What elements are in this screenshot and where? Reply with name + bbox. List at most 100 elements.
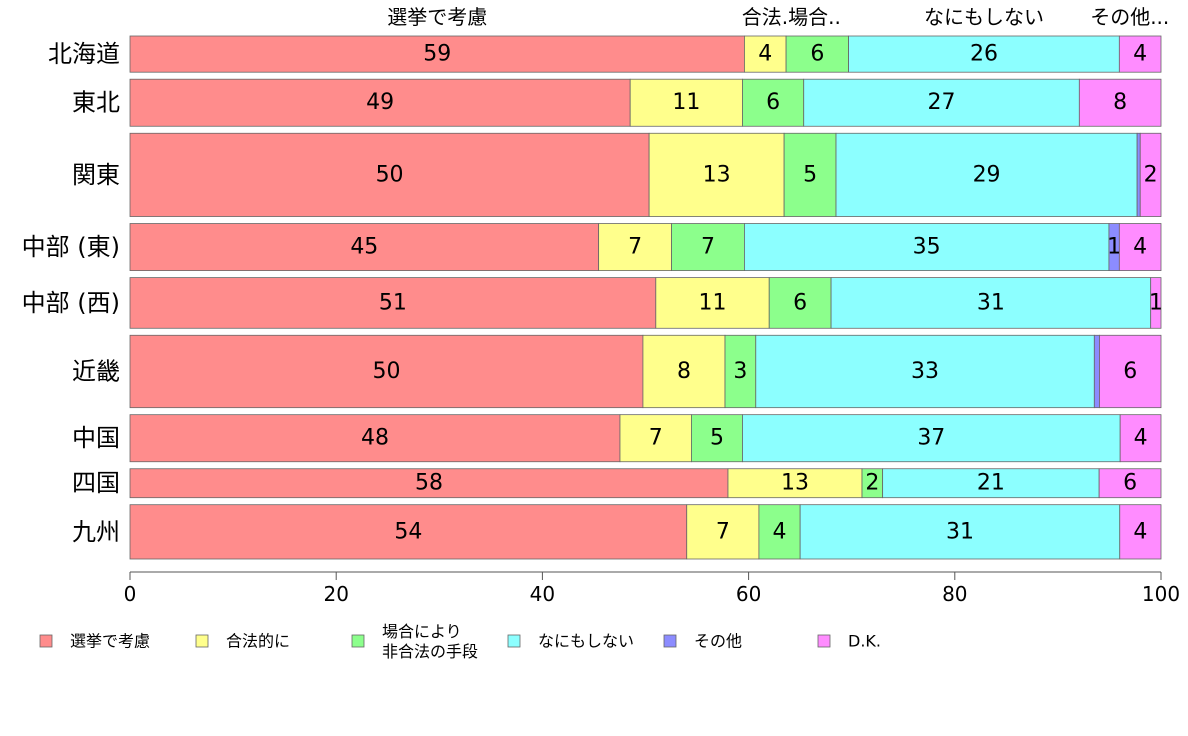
- data-label: 3: [733, 359, 747, 384]
- bar-segment: [1099, 334, 1162, 409]
- legend-label: なにもしない: [538, 632, 634, 651]
- bar-row: 中部 (東) 45 7 7 35 1 4: [22, 223, 1162, 271]
- legend-swatch: [195, 634, 209, 648]
- data-label: 5: [803, 162, 817, 187]
- legend-label: 場合により非合法の手段: [382, 622, 478, 661]
- bar-segment: [691, 414, 743, 463]
- category-label: 関東: [72, 161, 120, 189]
- legend-label: その他: [694, 632, 742, 651]
- category-label: 東北: [72, 89, 120, 117]
- bar-segment: [744, 35, 787, 73]
- bar-segment: [129, 223, 600, 271]
- bar-row: 近畿 50 8 3 33 6: [72, 334, 1162, 409]
- data-label: 11: [699, 290, 727, 315]
- bar-row: 北海道 59 4 6 26 4: [48, 35, 1162, 73]
- data-label: 45: [350, 235, 378, 260]
- bar-segment: [129, 334, 644, 409]
- data-label: 7: [649, 426, 663, 451]
- category-label: 中国: [72, 424, 120, 452]
- bar-segment: [655, 277, 770, 329]
- bar-row: 中国 48 7 5 37 4: [72, 414, 1162, 463]
- bar-segment: [882, 468, 1100, 499]
- bar-segment: [744, 223, 1110, 271]
- bar-segment: [648, 132, 785, 217]
- legend-swatch: [507, 634, 521, 648]
- bar-segment: [129, 35, 745, 73]
- data-label: 49: [366, 90, 394, 115]
- bar-segment: [742, 414, 1121, 463]
- bar-segment: [1150, 277, 1162, 329]
- bar-segment: [629, 78, 743, 127]
- data-label: 8: [1113, 90, 1127, 115]
- data-label: 6: [1123, 471, 1137, 496]
- legend-swatch: [817, 634, 831, 648]
- bar-segment: [758, 504, 801, 560]
- data-label: 27: [928, 90, 956, 115]
- legend-item: 場合により非合法の手段: [351, 622, 478, 661]
- data-label: 7: [716, 519, 730, 544]
- category-label: 九州: [72, 518, 120, 546]
- bar-segment: [129, 414, 621, 463]
- data-label: 5: [710, 426, 724, 451]
- data-label: 37: [917, 426, 945, 451]
- bar-segment: [848, 35, 1120, 73]
- data-label: 4: [1133, 42, 1147, 67]
- data-label: 4: [1133, 519, 1147, 544]
- data-label: 11: [672, 90, 700, 115]
- bar-segment: [1118, 223, 1162, 271]
- bar-row: 関東 50 13 5 29 2: [72, 132, 1162, 217]
- data-label: 4: [1134, 426, 1148, 451]
- top-column-label: その他...: [1090, 5, 1169, 29]
- bar-segment: [619, 414, 692, 463]
- bar-segment: [755, 334, 1095, 409]
- legend-item: その他: [663, 632, 742, 651]
- data-label: 4: [758, 42, 772, 67]
- bar-segment: [642, 334, 726, 409]
- x-tick-label: 0: [124, 582, 137, 606]
- data-label: 50: [372, 359, 400, 384]
- bar-row: 東北 49 11 6 27 8: [72, 78, 1162, 127]
- category-label: 中部 (西): [22, 289, 120, 317]
- bar-row: 九州 54 7 4 31 4: [72, 504, 1162, 560]
- x-tick-label: 40: [530, 582, 555, 606]
- data-label: 7: [628, 235, 642, 260]
- category-label: 北海道: [48, 40, 120, 68]
- category-label: 中部 (東): [22, 233, 120, 261]
- legend-label: 合法的に: [226, 632, 290, 651]
- data-label: 58: [415, 471, 443, 496]
- x-tick-label: 20: [323, 582, 348, 606]
- bar-segment: [785, 35, 849, 73]
- bar-segment: [671, 223, 745, 271]
- legend-item: D.K.: [817, 632, 881, 651]
- bar-segment: [686, 504, 760, 560]
- bar-segment: [727, 468, 863, 499]
- data-label: 35: [913, 235, 941, 260]
- data-label: 7: [701, 235, 715, 260]
- bar-segment: [783, 132, 837, 217]
- legend-item: 合法的に: [195, 632, 290, 651]
- data-label: 2: [1144, 162, 1158, 187]
- data-label: 50: [376, 162, 404, 187]
- bar-segment: [742, 78, 805, 127]
- bar-segment: [830, 277, 1152, 329]
- bar-segment: [1136, 132, 1141, 217]
- data-label: 26: [970, 42, 998, 67]
- legend-label: 選挙で考慮: [70, 632, 150, 651]
- category-label: 近畿: [72, 357, 120, 385]
- legend-swatch: [39, 634, 53, 648]
- data-label: 8: [677, 359, 691, 384]
- legend-swatch: [663, 634, 677, 648]
- bar-segment: [768, 277, 832, 329]
- x-tick-label: 60: [736, 582, 761, 606]
- x-tick-label: 100: [1142, 582, 1180, 606]
- data-label: 4: [1133, 235, 1147, 260]
- data-label: 48: [361, 426, 389, 451]
- data-label: 21: [977, 471, 1005, 496]
- bar-segment: [1139, 132, 1162, 217]
- bar-segment: [724, 334, 757, 409]
- data-label: 1: [1149, 290, 1163, 315]
- data-label: 54: [394, 519, 422, 544]
- bar-segment: [129, 277, 657, 329]
- bar-segment: [1093, 334, 1100, 409]
